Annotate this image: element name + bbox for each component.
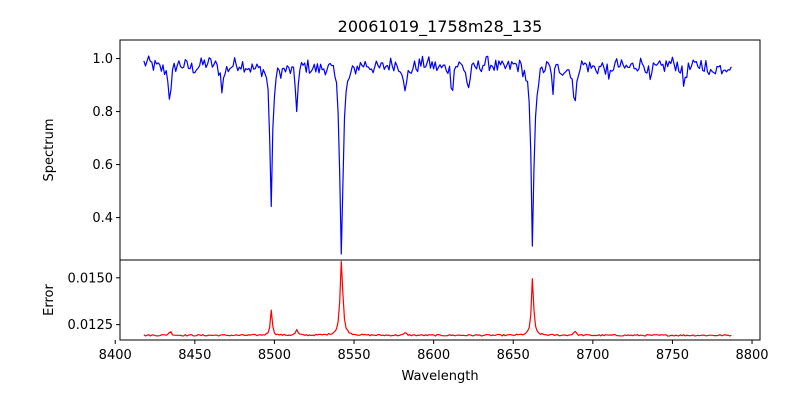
error-series-line xyxy=(143,260,732,337)
xtick-label: 8550 xyxy=(337,348,370,363)
chart-title: 20061019_1758m28_135 xyxy=(338,17,543,37)
error-panel: 0.0125 0.0150 Error xyxy=(42,259,761,341)
spectrum-ytick-label: 1.0 xyxy=(92,52,113,67)
x-axis: 8400 8450 8500 8550 8600 8650 8700 8750 8800 xyxy=(99,340,769,363)
spectrum-panel: 0.4 0.6 0.8 1.0 Spectrum xyxy=(42,39,761,261)
error-ylabel: Error xyxy=(42,284,57,316)
error-axes-frame xyxy=(119,259,761,341)
xtick-label: 8600 xyxy=(417,348,450,363)
xtick-label: 8650 xyxy=(497,348,530,363)
xtick-label: 8500 xyxy=(258,348,291,363)
error-ytick-label: 0.0125 xyxy=(68,318,114,333)
spectrum-ytick-label: 0.6 xyxy=(92,158,113,173)
xtick-label: 8450 xyxy=(178,348,211,363)
spectrum-series-line xyxy=(143,55,732,255)
xtick-label: 8700 xyxy=(576,348,609,363)
spectrum-ytick-label: 0.8 xyxy=(92,105,113,120)
spectrum-ylabel: Spectrum xyxy=(42,119,57,182)
spectrum-ytick-label: 0.4 xyxy=(92,211,113,226)
xtick-label: 8800 xyxy=(735,348,768,363)
x-axis-label: Wavelength xyxy=(401,369,478,384)
xtick-label: 8750 xyxy=(656,348,689,363)
error-ytick-label: 0.0150 xyxy=(68,271,114,286)
xtick-label: 8400 xyxy=(99,348,132,363)
